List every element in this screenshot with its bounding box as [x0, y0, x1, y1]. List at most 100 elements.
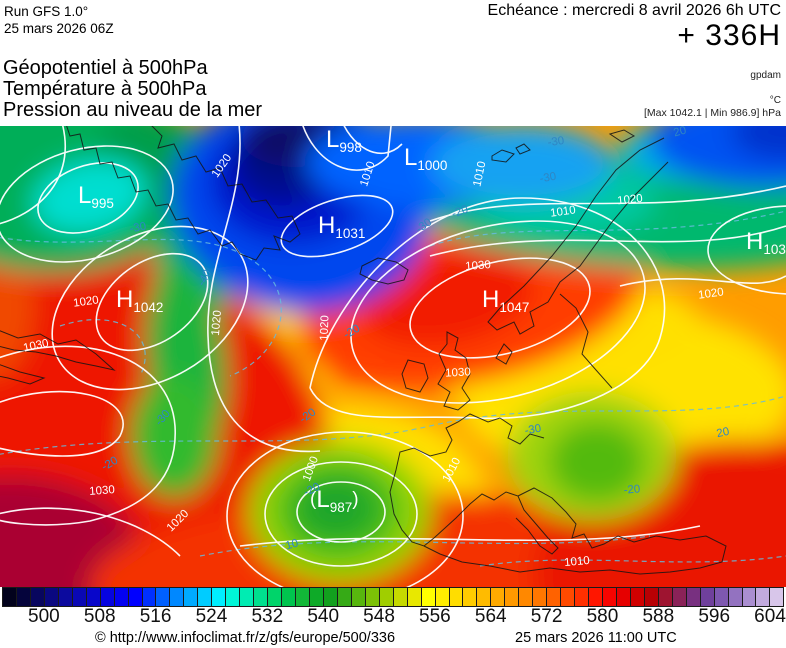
scale-cell	[575, 588, 590, 606]
scale-cell	[226, 588, 241, 606]
isobar-label-1010: 1010	[563, 554, 591, 570]
temperature-label--30: -30	[413, 216, 435, 236]
scale-cell	[58, 588, 73, 606]
scale-cell	[672, 588, 687, 606]
isobar-label-1020: 1020	[616, 192, 644, 208]
forecast-hour-label: + 336H	[677, 19, 781, 52]
scale-cell	[602, 588, 617, 606]
weather-map: L995 L998 L1000 H1031 H1042 H1047 (L987) H103 10…	[0, 126, 786, 587]
run-line1: Run GFS 1.0°	[4, 4, 89, 19]
scale-cell	[630, 588, 645, 606]
isobar-label-1030: 1030	[88, 484, 116, 498]
scale-cell	[407, 588, 422, 606]
scale-cell	[44, 588, 59, 606]
run-line2: 25 mars 2026 06Z	[4, 21, 114, 36]
isobar-label-1030: 1030	[444, 366, 472, 380]
scale-cell	[212, 588, 227, 606]
scale-tick-588: 588	[642, 606, 675, 627]
scale-tick-564: 564	[474, 606, 507, 627]
scale-tick-556: 556	[419, 606, 451, 627]
scale-cell	[728, 588, 743, 606]
temperature-label--30: -30	[546, 134, 566, 150]
scale-cell	[561, 588, 576, 606]
scale-cell	[742, 588, 757, 606]
scale-tick-572: 572	[530, 606, 563, 627]
scale-tick-516: 516	[139, 606, 172, 627]
scale-cell	[30, 588, 45, 606]
pressure-center-H1042: H1042	[116, 286, 164, 315]
isobar-label-1020: 1020	[164, 507, 192, 535]
isobar-label-1020: 1020	[209, 152, 235, 180]
temperature-label--20: -20	[450, 203, 470, 221]
scale-cell	[282, 588, 297, 606]
param-temperature: Température à 500hPa	[3, 78, 207, 100]
pressure-minmax-label: [Max 1042.1 | Min 986.9] hPa	[644, 107, 781, 119]
temperature-label--40: -40	[195, 267, 215, 289]
isobar-label-1020: 1020	[318, 315, 332, 341]
temperature-label--30: -30	[128, 220, 148, 236]
scale-cell	[770, 588, 784, 606]
scale-tick-596: 596	[698, 606, 731, 627]
temperature-label--30: -30	[538, 170, 558, 186]
scale-cell	[351, 588, 366, 606]
scale-cell	[589, 588, 603, 606]
scale-cell	[142, 588, 157, 606]
isobar-label-1030: 1030	[464, 259, 492, 273]
temperature-label--30: -30	[153, 407, 173, 429]
scale-cell	[128, 588, 143, 606]
scale-cell	[16, 588, 31, 606]
scale-cell	[519, 588, 534, 606]
scale-cell	[477, 588, 492, 606]
scale-cell	[463, 588, 478, 606]
isobar-label-1020: 1020	[72, 294, 100, 310]
scale-cell	[254, 588, 269, 606]
model-run-info: Run GFS 1.0° 25 mars 2026 06Z	[4, 3, 114, 37]
footer-bar: © http://www.infoclimat.fr/z/gfs/europe/…	[0, 628, 786, 648]
scale-cell	[421, 588, 436, 606]
scale-tick-532: 532	[251, 606, 284, 627]
pressure-center-L998: L998	[326, 126, 362, 155]
scale-cell	[379, 588, 394, 606]
isobar-label-1000: 1000	[300, 454, 322, 484]
isobar-label-1030: 1030	[22, 337, 50, 355]
scale-cell	[86, 588, 101, 606]
temperature-label--20: -20	[99, 454, 121, 474]
temperature-label-20: 20	[715, 425, 731, 441]
isobar-label-1010: 1010	[440, 455, 464, 485]
scale-cell	[3, 588, 17, 606]
geopotential-field	[0, 126, 786, 587]
scale-cell	[184, 588, 199, 606]
scale-cell	[533, 588, 548, 606]
scale-cell	[616, 588, 631, 606]
isobar-label-1010: 1010	[358, 159, 378, 189]
unit-temp-label: °C	[769, 95, 781, 106]
scale-cell	[547, 588, 562, 606]
scale-cell	[268, 588, 283, 606]
scale-cell	[170, 588, 185, 606]
map-labels: L995 L998 L1000 H1031 H1042 H1047 (L987) H103 10…	[0, 126, 786, 587]
color-scale-ticks: 500 508 516 524 532 540 548 556 564 572 580 588 596 6…	[2, 606, 786, 628]
scale-cell	[393, 588, 408, 606]
scale-cell	[505, 588, 520, 606]
coastlines	[0, 126, 727, 575]
isobar-label-1020: 1020	[697, 286, 725, 302]
scale-cell	[686, 588, 701, 606]
scale-tick-508: 508	[83, 606, 116, 627]
scale-cell	[72, 588, 87, 606]
scale-cell	[198, 588, 213, 606]
valid-time-label: Echéance : mercredi 8 avril 2026 6h UTC	[487, 2, 781, 19]
isobar-contours	[0, 126, 786, 587]
scale-tick-540: 540	[307, 606, 340, 627]
parameter-titles: Géopotentiel à 500hPa Température à 500h…	[3, 58, 262, 121]
scale-cell	[240, 588, 255, 606]
temperature-label--30: -30	[523, 422, 543, 438]
isobar-label-1020: 1020	[209, 309, 225, 337]
scale-cell	[658, 588, 673, 606]
scale-cell	[700, 588, 715, 606]
scale-tick-580: 580	[586, 606, 619, 627]
scale-cell	[156, 588, 171, 606]
scale-cell	[114, 588, 129, 606]
temperature-label--20: -20	[623, 483, 641, 497]
pressure-center-L995: L995	[78, 182, 114, 211]
